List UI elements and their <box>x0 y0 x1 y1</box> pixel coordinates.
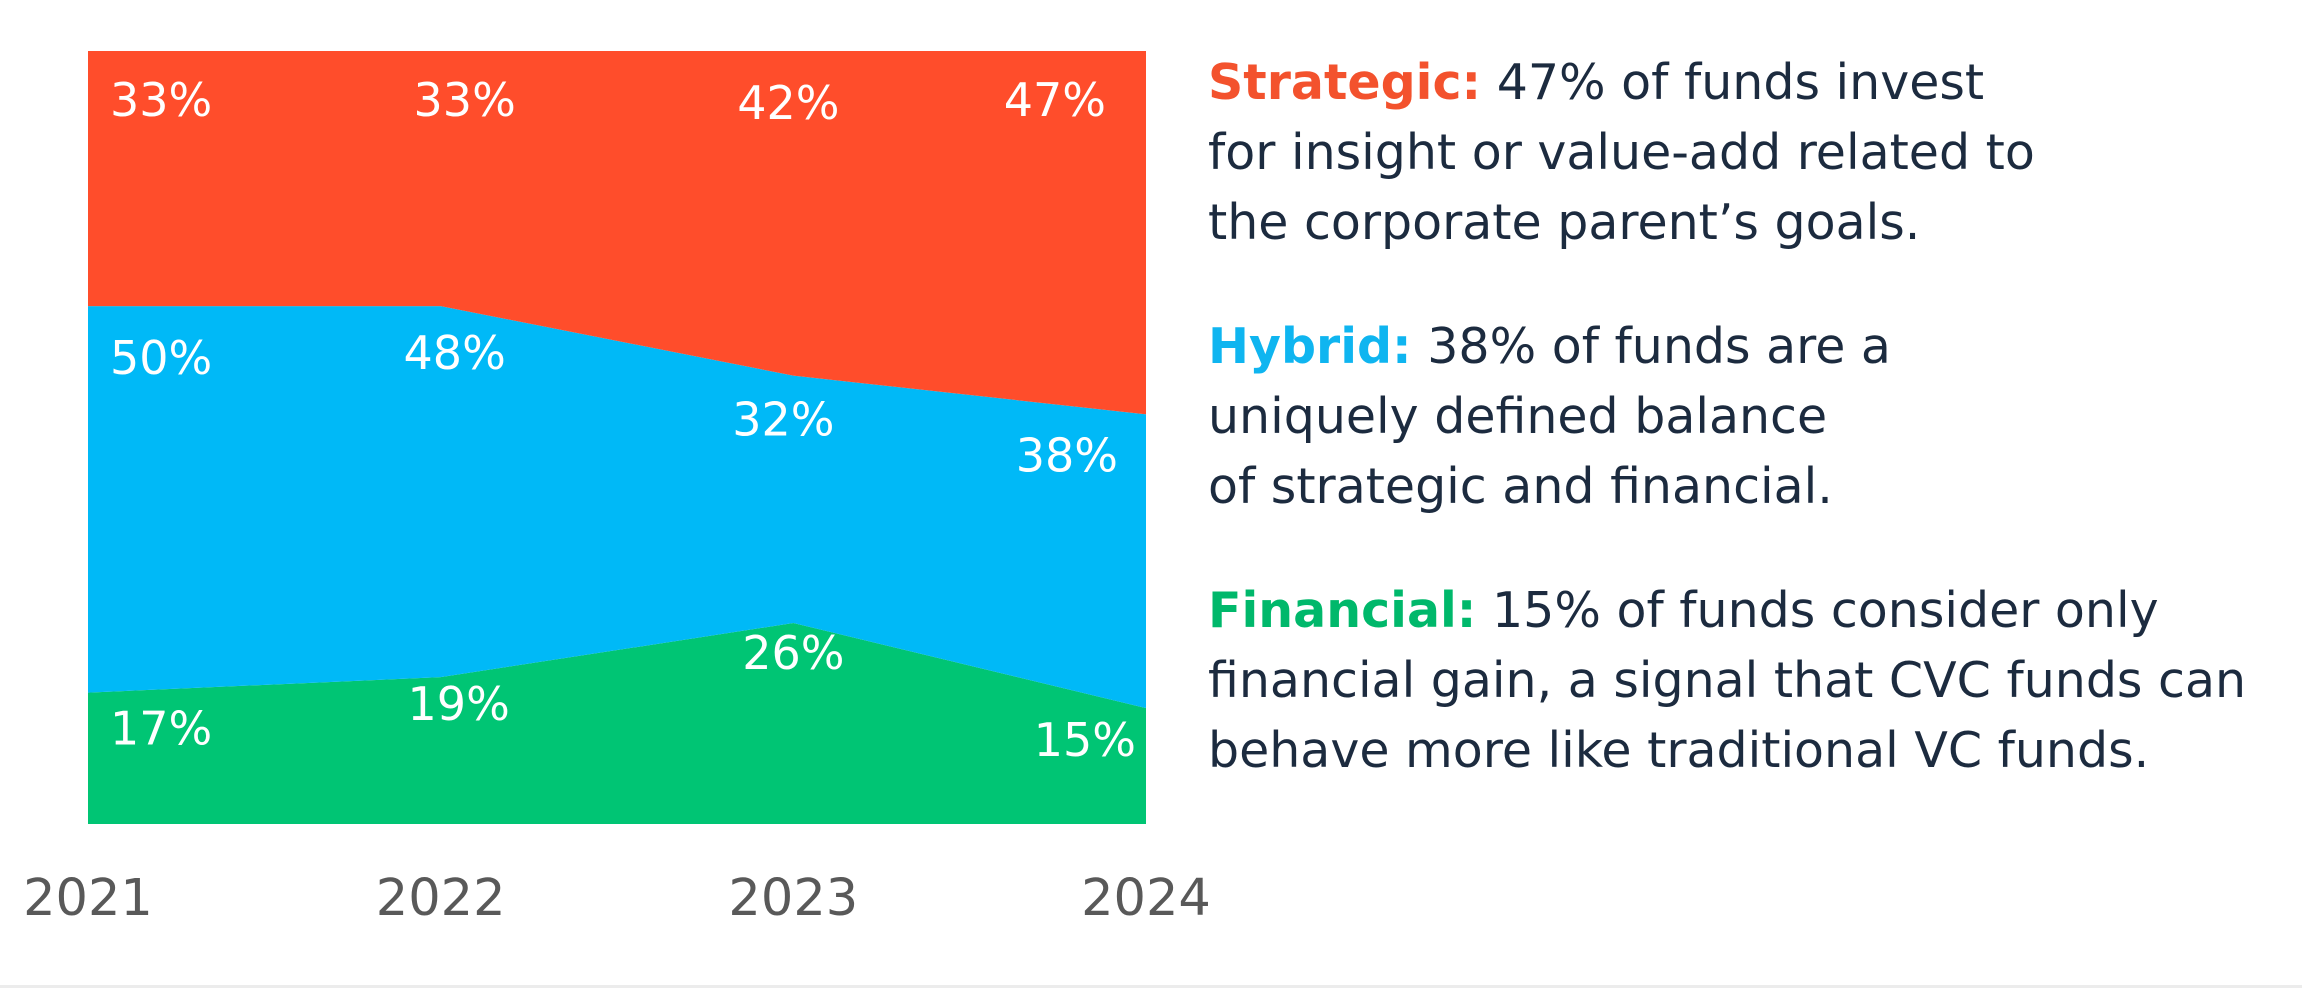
legend-hybrid-text-2: uniquely defined balance <box>1208 388 1828 445</box>
legend-financial-text-3: behave more like traditional VC funds. <box>1208 722 2150 779</box>
data-label-strategic-2021: 33% <box>110 73 212 127</box>
legend-hybrid-line-1: Hybrid: 38% of funds are a <box>1208 312 2288 382</box>
legend-hybrid-text-3: of strategic and financial. <box>1208 458 1833 515</box>
data-label-financial-2023: 26% <box>742 626 844 680</box>
footer-divider <box>0 985 2302 988</box>
x-tick-2021: 2021 <box>23 869 153 928</box>
data-label-strategic-2023: 42% <box>737 76 839 130</box>
legend-financial: Financial: 15% of funds consider only fi… <box>1208 576 2288 786</box>
data-label-strategic-2022: 33% <box>414 73 516 127</box>
legend-strategic-line-1: Strategic: 47% of funds invest <box>1208 48 2288 118</box>
x-tick-2022: 2022 <box>376 869 506 928</box>
legend-hybrid-label: Hybrid: <box>1208 318 1412 375</box>
data-label-hybrid-2024: 38% <box>1016 428 1118 482</box>
data-label-financial-2022: 19% <box>408 677 510 731</box>
legend-financial-label: Financial: <box>1208 582 1477 639</box>
legend-hybrid: Hybrid: 38% of funds are a uniquely defi… <box>1208 312 2288 522</box>
chart-legend: Strategic: 47% of funds invest for insig… <box>1208 48 2288 840</box>
legend-financial-text-1: 15% of funds consider only <box>1476 582 2159 639</box>
legend-hybrid-text-1: 38% of funds are a <box>1411 318 1891 375</box>
data-label-hybrid-2023: 32% <box>732 393 834 447</box>
data-label-financial-2021: 17% <box>110 702 212 756</box>
area-strategic <box>88 51 1146 415</box>
legend-strategic-text-1: 47% of funds invest <box>1481 54 1985 111</box>
legend-strategic-text-3: the corporate parent’s goals. <box>1208 194 1921 251</box>
legend-strategic: Strategic: 47% of funds invest for insig… <box>1208 48 2288 258</box>
data-label-strategic-2024: 47% <box>1004 73 1106 127</box>
area-hybrid <box>88 306 1146 709</box>
data-label-hybrid-2022: 48% <box>404 326 506 380</box>
legend-strategic-label: Strategic: <box>1208 54 1482 111</box>
data-label-financial-2024: 15% <box>1034 713 1136 767</box>
legend-strategic-text-2: for insight or value-add related to <box>1208 124 2035 181</box>
x-tick-2023: 2023 <box>728 869 858 928</box>
area-financial <box>88 623 1146 824</box>
data-label-hybrid-2021: 50% <box>110 331 212 385</box>
legend-financial-line-1: Financial: 15% of funds consider only <box>1208 576 2288 646</box>
legend-financial-text-2: financial gain, a signal that CVC funds … <box>1208 652 2247 709</box>
x-tick-2024: 2024 <box>1081 869 1211 928</box>
